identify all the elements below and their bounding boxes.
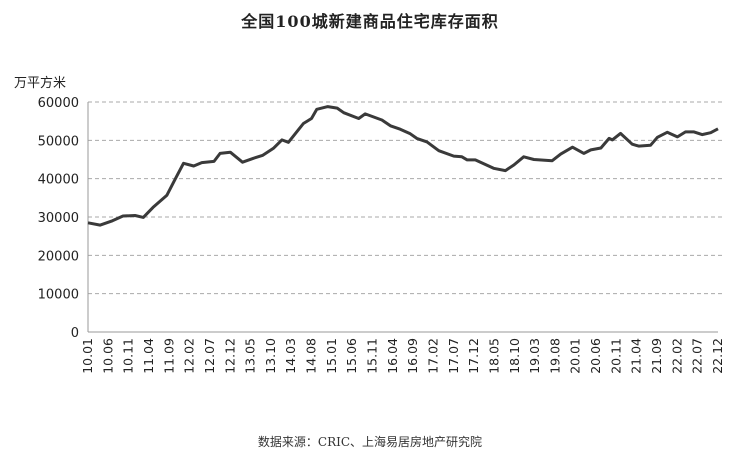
y-tick-label: 30000 — [38, 211, 79, 226]
x-tick-label: 22.02 — [669, 338, 684, 374]
x-tick-label: 18.05 — [486, 338, 501, 374]
x-tick-label: 22.07 — [690, 338, 705, 374]
x-tick-label: 20.11 — [608, 338, 623, 374]
x-tick-label: 21.04 — [629, 338, 644, 374]
x-tick-label: 15.11 — [365, 338, 380, 374]
x-tick-label: 11.04 — [141, 338, 156, 374]
x-tick-label: 19.03 — [527, 338, 542, 374]
y-tick-label: 50000 — [38, 134, 79, 149]
x-tick-label: 14.08 — [304, 338, 319, 374]
x-tick-label: 12.12 — [222, 338, 237, 374]
y-axis-unit-label: 万平方米 — [14, 76, 67, 91]
y-tick-label: 20000 — [38, 249, 79, 264]
x-tick-label: 12.02 — [182, 338, 197, 374]
x-tick-label: 17.07 — [446, 338, 461, 374]
x-tick-label: 13.10 — [263, 338, 278, 374]
x-tick-label: 18.10 — [507, 338, 522, 374]
x-tick-label: 19.08 — [547, 338, 562, 374]
x-tick-label: 16.09 — [405, 338, 420, 374]
x-tick-label: 12.07 — [202, 338, 217, 374]
y-tick-label: 10000 — [38, 288, 79, 303]
series-line — [87, 105, 719, 227]
y-tick-label: 60000 — [38, 96, 79, 111]
source-note: 数据来源：CRIC、上海易居房地产研究院 — [257, 435, 483, 449]
x-tick-label: 15.06 — [344, 338, 359, 374]
y-tick-label: 0 — [71, 326, 79, 341]
x-tick-label: 16.04 — [385, 338, 400, 374]
x-tick-label: 14.03 — [283, 338, 298, 374]
x-tick-label: 10.06 — [100, 338, 115, 374]
x-tick-label: 20.01 — [568, 338, 583, 374]
x-tick-label: 17.02 — [425, 338, 440, 374]
x-tick-label: 21.09 — [649, 338, 664, 374]
x-tick-label: 11.09 — [161, 338, 176, 374]
x-tick-label: 10.11 — [121, 338, 136, 374]
x-tick-label: 22.12 — [710, 338, 725, 374]
x-tick-label: 20.06 — [588, 338, 603, 374]
x-tick-label: 15.01 — [324, 338, 339, 374]
x-tick-label: 13.05 — [243, 338, 258, 374]
x-tick-label: 17.12 — [466, 338, 481, 374]
y-tick-label: 40000 — [38, 173, 79, 188]
x-tick-label: 10.01 — [80, 338, 95, 374]
chart-title: 全国100城新建商品住宅库存面积 — [241, 12, 499, 31]
